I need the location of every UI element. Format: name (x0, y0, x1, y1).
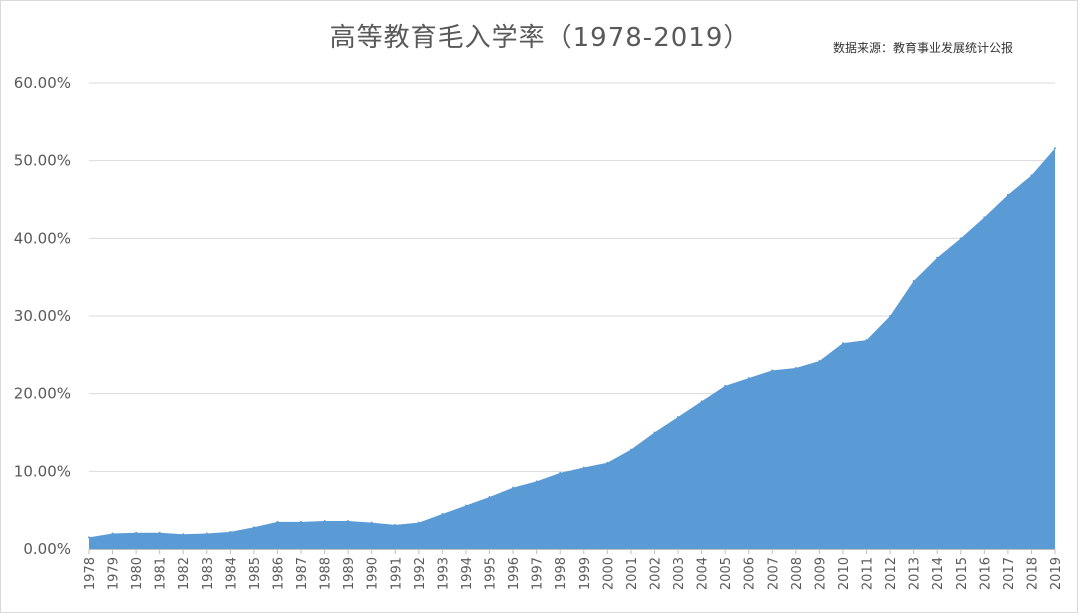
x-tick-label: 2015 (955, 557, 970, 590)
data-point (464, 504, 467, 507)
data-point (512, 486, 515, 489)
data-point (889, 315, 892, 317)
x-tick-label: 1978 (83, 557, 98, 590)
x-tick-label: 2017 (1002, 557, 1017, 590)
data-point (794, 367, 797, 370)
data-point (252, 526, 255, 529)
x-tick-label: 1993 (436, 557, 451, 590)
x-tick-label: 1982 (177, 557, 192, 590)
data-point (959, 237, 962, 240)
data-point (488, 495, 491, 498)
x-tick-label: 1980 (130, 557, 145, 590)
x-tick-label: 2014 (931, 557, 946, 590)
data-point (135, 531, 138, 534)
x-tick-label: 1987 (295, 557, 310, 590)
data-point (441, 513, 444, 516)
data-point (229, 530, 232, 533)
data-source-note: 数据来源：教育事业发展统计公报 (833, 41, 1014, 55)
data-point (205, 532, 208, 535)
x-tick-label: 2006 (743, 557, 758, 590)
x-tick-label: 1992 (413, 557, 428, 590)
data-point (912, 280, 915, 283)
x-tick-label: 2007 (766, 557, 781, 590)
data-point (747, 377, 750, 380)
x-tick-label: 2003 (672, 557, 687, 590)
x-tick-label: 2011 (861, 557, 876, 590)
data-point (653, 431, 656, 434)
x-tick-label: 1998 (554, 557, 569, 590)
data-point (394, 523, 397, 526)
x-tick-label: 1988 (319, 557, 334, 590)
x-tick-label: 1991 (389, 557, 404, 590)
x-tick-label: 2009 (813, 557, 828, 590)
data-point (677, 415, 680, 418)
x-tick-label: 1986 (271, 557, 286, 590)
x-tick-label: 1995 (484, 557, 499, 590)
data-point (936, 256, 939, 259)
data-point (370, 521, 373, 524)
chart-title: 高等教育毛入学率（1978-2019） (329, 23, 751, 53)
data-point (771, 369, 774, 372)
x-tick-label: 2004 (696, 557, 711, 590)
data-point (300, 520, 303, 523)
x-tick-label: 1979 (107, 557, 122, 590)
y-tick-label: 10.00% (14, 462, 71, 480)
data-point (841, 342, 844, 345)
data-point (1054, 147, 1056, 150)
x-tick-label: 2018 (1025, 557, 1040, 590)
data-point (276, 520, 279, 523)
data-point (818, 360, 821, 363)
data-point (535, 480, 538, 483)
data-point (347, 520, 350, 523)
data-point (582, 466, 585, 469)
data-point (1030, 174, 1033, 177)
data-point (182, 533, 185, 536)
data-point (417, 521, 420, 524)
x-tick-label: 2000 (601, 557, 616, 590)
data-point (983, 216, 986, 219)
x-tick-label: 1990 (366, 557, 381, 590)
x-tick-label: 1983 (201, 557, 216, 590)
x-tick-label: 2008 (790, 557, 805, 590)
x-tick-label: 1999 (578, 557, 593, 590)
x-tick-label: 1994 (460, 557, 475, 590)
y-tick-label: 40.00% (14, 229, 71, 247)
x-tick-label: 2002 (648, 557, 663, 590)
x-tick-label: 2013 (908, 557, 923, 590)
y-tick-label: 50.00% (14, 152, 71, 170)
data-point (629, 448, 632, 451)
x-tick-label: 1989 (342, 557, 357, 590)
data-point (606, 461, 609, 464)
x-tick-label: 2010 (837, 557, 852, 590)
data-point (559, 471, 562, 474)
data-point (323, 520, 326, 523)
x-tick-label: 1985 (248, 557, 263, 590)
x-tick-label: 2016 (978, 557, 993, 590)
x-tick-label: 1996 (507, 557, 522, 590)
x-tick-label: 1984 (224, 557, 239, 590)
data-point (865, 339, 868, 342)
data-point (111, 532, 114, 535)
x-tick-label: 1981 (154, 557, 169, 590)
x-tick-label: 2012 (884, 557, 899, 590)
y-tick-label: 0.00% (23, 540, 71, 558)
data-point (700, 400, 703, 403)
y-tick-label: 30.00% (14, 307, 71, 325)
data-point (1006, 193, 1009, 196)
x-tick-label: 2001 (625, 557, 640, 590)
data-point (724, 384, 727, 387)
x-tick-label: 1997 (531, 557, 546, 590)
data-point (158, 531, 161, 534)
y-tick-label: 20.00% (14, 385, 71, 403)
data-point (88, 536, 90, 539)
y-tick-label: 60.00% (14, 74, 71, 92)
x-tick-label: 2019 (1049, 557, 1064, 590)
area-series (89, 148, 1055, 550)
x-tick-label: 2005 (719, 557, 734, 590)
